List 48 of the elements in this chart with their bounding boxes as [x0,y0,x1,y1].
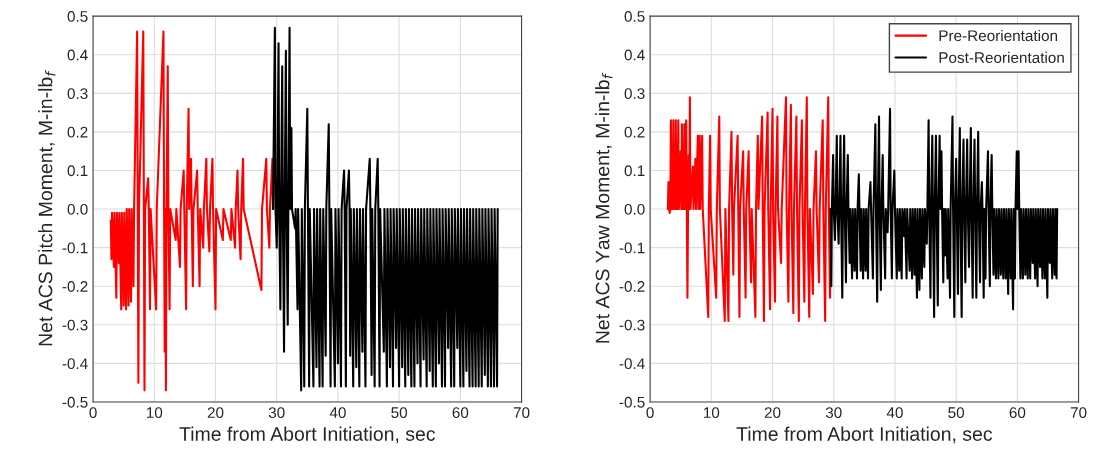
y-tick-label: 0.5 [67,11,88,22]
x-axis-title: Time from Abort Initiation, sec [736,426,993,444]
y-tick-label: 0.2 [624,126,645,138]
y-tick-label: -0.1 [62,242,88,254]
y-tick-label: -0.4 [619,358,645,370]
y-tick-label: 0.1 [624,165,645,177]
legend-label: Post-Reorientation [939,51,1064,64]
y-tick-label: 0.3 [624,88,645,100]
y-axis-title: Net ACS Pitch Moment, M-in-lb$_{f}$ [38,70,56,346]
x-tick-label: 40 [329,407,346,419]
line-series [272,26,499,392]
y-tick-label: 0.1 [67,165,88,177]
y-tick-label: -0.4 [62,358,88,370]
y-tick-label: 0.4 [624,49,645,61]
y-tick-label: -0.3 [619,319,645,331]
x-tick-label: 50 [948,407,965,419]
y-tick-label: 0.2 [67,126,88,138]
y-tick-label: -0.5 [619,396,645,408]
x-axis-title: Time from Abort Initiation, sec [179,426,436,444]
x-tick-label: 70 [513,407,530,419]
y-tick-label: 0.5 [624,11,645,22]
x-tick-label: 20 [207,407,224,419]
x-tick-label: 20 [764,407,781,419]
x-tick-label: 60 [452,407,469,419]
y-tick-label: -0.3 [62,319,88,331]
y-tick-label: 0.4 [67,49,88,61]
x-tick-label: 10 [146,407,163,419]
y-tick-label: 0.3 [67,88,88,100]
y-tick-label: -0.1 [619,242,645,254]
legend-label: Pre-Reorientation [939,29,1058,42]
x-tick-label: 70 [1070,407,1087,419]
x-tick-label: 10 [703,407,720,419]
x-tick-label: 0 [646,407,654,419]
line-series [829,107,1059,319]
y-tick-label: -0.2 [62,281,88,292]
x-tick-label: 30 [825,407,842,419]
y-tick-label: 0.0 [67,203,88,215]
x-tick-label: 40 [886,407,903,419]
y-axis-title: Net ACS Yaw Moment, M-in-lb$_{f}$ [595,72,613,343]
x-tick-label: 60 [1009,407,1026,419]
y-tick-label: 0.0 [624,203,645,215]
x-tick-label: 30 [268,407,285,419]
y-tick-label: -0.5 [62,396,88,408]
line-series [666,96,832,322]
line-series [109,30,275,392]
x-tick-label: 50 [391,407,408,419]
x-tick-label: 0 [89,407,97,419]
y-tick-label: -0.2 [619,281,645,292]
